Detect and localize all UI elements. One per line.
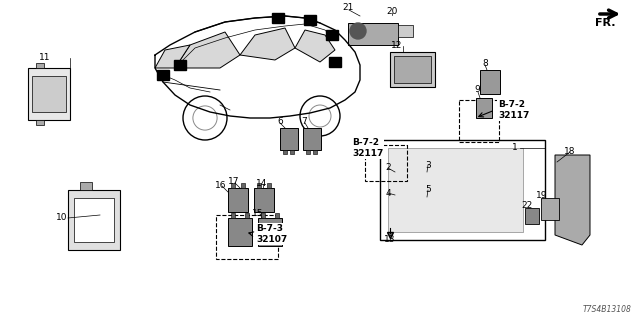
- Bar: [241, 183, 245, 188]
- Bar: [326, 30, 338, 40]
- Text: 6: 6: [277, 117, 283, 126]
- Bar: [216, 215, 278, 259]
- Bar: [174, 60, 186, 70]
- Text: FR.: FR.: [595, 18, 616, 28]
- Polygon shape: [240, 28, 295, 60]
- Bar: [228, 188, 248, 212]
- Bar: [389, 174, 395, 186]
- Bar: [280, 128, 298, 150]
- Bar: [157, 70, 169, 80]
- Text: 16: 16: [215, 180, 227, 189]
- Text: 17: 17: [228, 178, 240, 187]
- Text: 11: 11: [39, 53, 51, 62]
- Text: T7S4B13108: T7S4B13108: [583, 305, 632, 314]
- Text: B-7-2
32117: B-7-2 32117: [498, 100, 529, 120]
- Bar: [389, 199, 395, 211]
- Bar: [228, 218, 252, 246]
- Text: 15: 15: [252, 210, 264, 219]
- Text: 7: 7: [301, 117, 307, 126]
- Bar: [231, 213, 235, 218]
- Bar: [395, 170, 425, 190]
- Bar: [480, 70, 500, 94]
- Bar: [272, 13, 284, 23]
- Text: 8: 8: [482, 60, 488, 68]
- Bar: [329, 57, 341, 67]
- Bar: [275, 213, 279, 218]
- Bar: [398, 25, 413, 37]
- Bar: [303, 128, 321, 150]
- Bar: [388, 148, 523, 232]
- Bar: [261, 213, 265, 218]
- Bar: [36, 120, 44, 125]
- Bar: [390, 52, 435, 87]
- Text: 13: 13: [384, 236, 396, 244]
- Text: B-7-2
32117: B-7-2 32117: [352, 138, 383, 158]
- Text: 12: 12: [391, 42, 403, 51]
- Bar: [257, 183, 261, 188]
- Text: 10: 10: [56, 212, 68, 221]
- Bar: [394, 56, 431, 83]
- Text: B-7-3
32107: B-7-3 32107: [256, 224, 287, 244]
- Bar: [80, 182, 92, 190]
- Text: 19: 19: [536, 191, 548, 201]
- Text: 4: 4: [385, 188, 391, 197]
- Bar: [254, 188, 274, 212]
- Bar: [283, 150, 287, 154]
- Text: 1: 1: [512, 143, 518, 153]
- Bar: [430, 195, 460, 215]
- Text: 5: 5: [425, 186, 431, 195]
- Bar: [36, 63, 44, 68]
- Bar: [459, 100, 499, 142]
- Bar: [231, 183, 235, 188]
- Text: 14: 14: [256, 180, 268, 188]
- Bar: [365, 145, 407, 181]
- Text: 20: 20: [387, 7, 397, 17]
- Polygon shape: [295, 30, 335, 62]
- Polygon shape: [155, 45, 190, 68]
- Bar: [525, 208, 539, 224]
- Bar: [290, 150, 294, 154]
- Bar: [74, 198, 114, 242]
- Bar: [476, 98, 492, 118]
- Bar: [267, 183, 271, 188]
- Text: 3: 3: [425, 161, 431, 170]
- Bar: [245, 213, 249, 218]
- Bar: [68, 190, 120, 250]
- Text: 18: 18: [564, 148, 576, 156]
- Circle shape: [350, 23, 366, 39]
- Bar: [541, 198, 559, 220]
- Text: 22: 22: [522, 202, 532, 211]
- Text: 21: 21: [342, 4, 354, 12]
- Bar: [430, 170, 460, 190]
- Bar: [424, 174, 430, 186]
- Polygon shape: [555, 155, 590, 245]
- Text: 2: 2: [385, 164, 391, 172]
- Bar: [304, 15, 316, 25]
- Bar: [380, 140, 545, 240]
- Bar: [348, 23, 398, 45]
- Bar: [28, 68, 70, 120]
- Bar: [424, 199, 430, 211]
- Bar: [32, 76, 66, 112]
- Text: 9: 9: [474, 85, 480, 94]
- Bar: [306, 150, 310, 154]
- Bar: [313, 150, 317, 154]
- Bar: [258, 218, 282, 246]
- Bar: [395, 195, 425, 215]
- Polygon shape: [175, 32, 240, 68]
